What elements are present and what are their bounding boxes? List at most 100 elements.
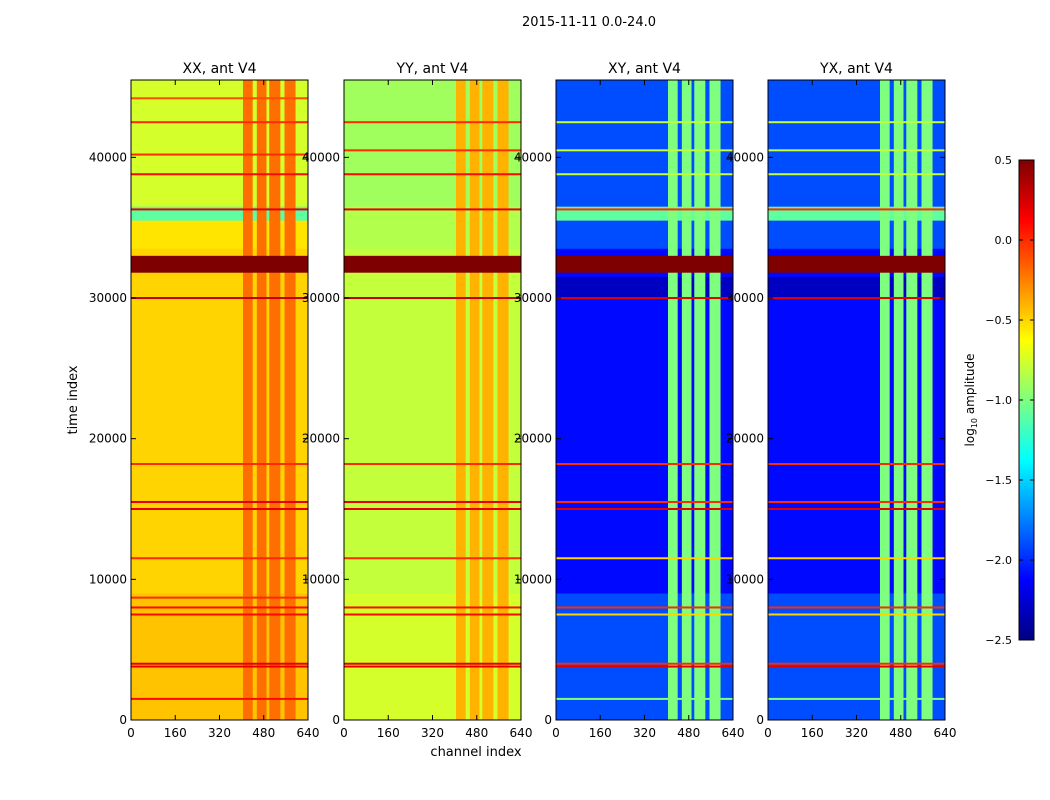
x-tick-label: 480 bbox=[889, 726, 912, 740]
heatmap-time-band bbox=[131, 593, 308, 720]
heatmap-rfi-line bbox=[131, 173, 308, 175]
heatmap-image bbox=[131, 80, 308, 720]
x-tick-label: 0 bbox=[340, 726, 348, 740]
x-tick-label: 160 bbox=[801, 726, 824, 740]
heatmap-flare-band bbox=[768, 256, 945, 273]
y-tick-label: 40000 bbox=[89, 150, 127, 164]
heatmap-time-band bbox=[556, 80, 733, 207]
y-tick-label: 30000 bbox=[726, 291, 764, 305]
heatmap-rfi-column bbox=[269, 80, 280, 720]
heatmap-rfi-line bbox=[556, 508, 733, 510]
heatmap-time-band bbox=[768, 277, 945, 298]
heatmap-rfi-line bbox=[344, 149, 521, 151]
heatmap-rfi-line bbox=[768, 606, 945, 608]
heatmap-rfi-column bbox=[456, 80, 466, 720]
heatmap-rfi-line bbox=[556, 121, 733, 123]
heatmap-rfi-line bbox=[344, 208, 521, 210]
heatmap-rfi-line bbox=[344, 666, 521, 668]
x-tick-label: 480 bbox=[252, 726, 275, 740]
colorbar-tick-label: 0.5 bbox=[995, 154, 1013, 167]
heatmap-panel: XX, ant V4 0 160 320 480 640 0 10000 20000 30000 4… bbox=[89, 61, 320, 740]
y-tick-label: 20000 bbox=[514, 432, 552, 446]
heatmap-rfi-line bbox=[131, 97, 308, 99]
heatmap-rfi-line bbox=[344, 297, 521, 299]
y-tick-label: 10000 bbox=[514, 572, 552, 586]
heatmap-rfi-line bbox=[344, 501, 521, 503]
heatmap-rfi-line bbox=[556, 208, 733, 210]
heatmap-rfi-column bbox=[257, 80, 267, 720]
x-axis-label: channel index bbox=[430, 745, 521, 760]
colorbar-tick-label: −1.0 bbox=[985, 394, 1012, 407]
heatmap-flare-band bbox=[556, 256, 733, 273]
colorbar: −2.5 −2.0 −1.5 −1.0 −0.5 0.0 0.5 log10 amplitud… bbox=[963, 154, 1034, 647]
y-axis-label: time index bbox=[66, 365, 81, 434]
heatmap-time-band bbox=[556, 221, 733, 249]
x-tick-label: 320 bbox=[845, 726, 868, 740]
heatmap-time-band bbox=[344, 207, 521, 249]
figure-suptitle: 2015-11-11 0.0-24.0 bbox=[522, 15, 656, 30]
heatmap-rfi-line bbox=[131, 508, 308, 510]
heatmap-rfi-line bbox=[768, 614, 945, 616]
heatmap-rfi-line bbox=[131, 463, 308, 465]
heatmap-rfi-line bbox=[768, 698, 945, 700]
heatmap-panel: XY, ant V4 0 160 320 480 640 0 10000 20000 30000 4… bbox=[514, 61, 745, 740]
colorbar-tick-label: −2.0 bbox=[985, 554, 1012, 567]
heatmap-rfi-line bbox=[768, 508, 945, 510]
x-tick-label: 480 bbox=[465, 726, 488, 740]
heatmap-rfi-line bbox=[556, 663, 733, 665]
x-tick-label: 640 bbox=[510, 726, 533, 740]
heatmap-rfi-line bbox=[131, 208, 308, 210]
heatmap-rfi-column bbox=[682, 80, 692, 720]
heatmap-time-band bbox=[768, 593, 945, 720]
y-tick-label: 10000 bbox=[89, 572, 127, 586]
heatmap-rfi-line bbox=[131, 501, 308, 503]
x-tick-label: 320 bbox=[633, 726, 656, 740]
heatmap-rfi-line bbox=[131, 297, 308, 299]
heatmap-rfi-line bbox=[344, 173, 521, 175]
heatmap-rfi-line bbox=[344, 121, 521, 123]
x-tick-label: 160 bbox=[589, 726, 612, 740]
heatmap-rfi-line bbox=[131, 606, 308, 608]
heatmap-time-band bbox=[768, 80, 945, 207]
heatmap-rfi-line bbox=[344, 663, 521, 665]
heatmap-rfi-line bbox=[556, 698, 733, 700]
x-tick-label: 640 bbox=[722, 726, 745, 740]
heatmap-rfi-column bbox=[482, 80, 493, 720]
y-tick-label: 30000 bbox=[514, 291, 552, 305]
y-tick-label: 10000 bbox=[302, 572, 340, 586]
colorbar-tick-label: −2.5 bbox=[985, 634, 1012, 647]
panel-title: YY, ant V4 bbox=[396, 61, 469, 77]
colorbar-tick-label: −1.5 bbox=[985, 474, 1012, 487]
heatmap-rfi-line bbox=[556, 463, 733, 465]
heatmap-panel: YY, ant V4 0 160 320 480 640 0 10000 20000 30000 4… bbox=[302, 61, 533, 740]
heatmap-rfi-column bbox=[921, 80, 932, 720]
y-tick-label: 0 bbox=[119, 713, 127, 727]
colorbar-tick-label: −0.5 bbox=[985, 314, 1012, 327]
y-tick-label: 10000 bbox=[726, 572, 764, 586]
heatmap-rfi-line bbox=[768, 663, 945, 665]
heatmap-rfi-line bbox=[768, 173, 945, 175]
heatmap-rfi-line bbox=[131, 698, 308, 700]
x-tick-label: 640 bbox=[934, 726, 957, 740]
x-tick-label: 0 bbox=[127, 726, 135, 740]
heatmap-image bbox=[768, 80, 945, 720]
heatmap-rfi-line bbox=[556, 149, 733, 151]
heatmap-flare-band bbox=[344, 256, 521, 273]
heatmap-flare-band bbox=[131, 256, 308, 273]
y-tick-label: 20000 bbox=[89, 432, 127, 446]
heatmap-rfi-line bbox=[131, 557, 308, 559]
heatmap-rfi-line bbox=[131, 121, 308, 123]
heatmap-rfi-line bbox=[768, 463, 945, 465]
y-tick-label: 30000 bbox=[302, 291, 340, 305]
x-tick-label: 0 bbox=[552, 726, 560, 740]
heatmap-rfi-column bbox=[668, 80, 678, 720]
heatmap-image bbox=[556, 80, 733, 720]
heatmap-rfi-column bbox=[284, 80, 295, 720]
heatmap-rfi-line bbox=[768, 149, 945, 151]
heatmap-time-band bbox=[556, 593, 733, 720]
y-tick-label: 30000 bbox=[89, 291, 127, 305]
panel-title: YX, ant V4 bbox=[819, 61, 893, 77]
heatmap-rfi-column bbox=[694, 80, 705, 720]
x-tick-label: 160 bbox=[164, 726, 187, 740]
heatmap-rfi-line bbox=[556, 297, 733, 299]
